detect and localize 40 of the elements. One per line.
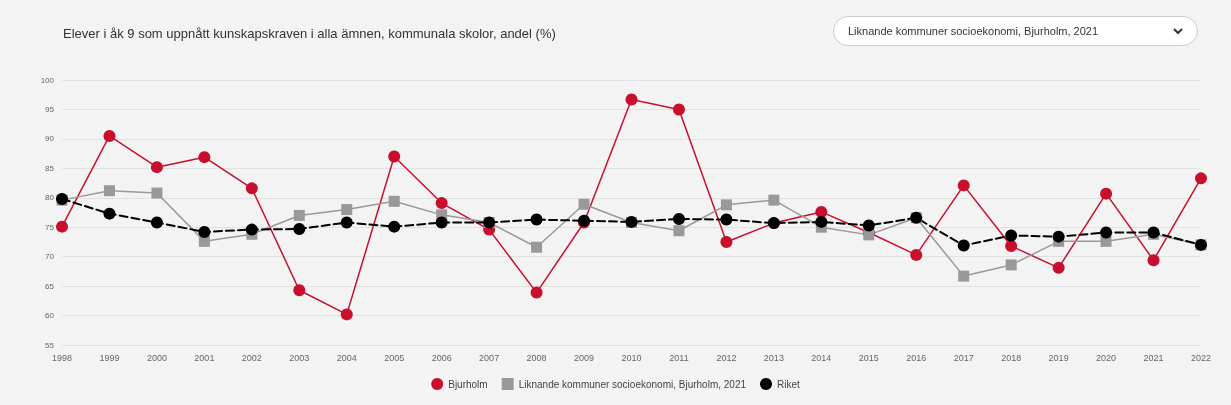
x-tick-label: 2007 — [479, 352, 500, 363]
x-tick-label: 2006 — [431, 352, 452, 363]
x-tick-label: 2011 — [669, 352, 689, 363]
legend-label: Riket — [777, 378, 801, 390]
text: Liknande kommuner socioekonomi, Bjurholm, 2021 — [848, 25, 1099, 37]
x-tick-label: 2002 — [241, 352, 262, 363]
y-tick-label: 95 — [45, 104, 55, 114]
y-tick-label: 85 — [45, 163, 55, 173]
x-tick-label: 2019 — [1048, 352, 1069, 363]
x-tick-label: 2017 — [953, 352, 974, 363]
legend-label: Bjurholm — [448, 378, 488, 390]
y-tick-label: 100 — [40, 75, 55, 85]
x-tick-label: 2016 — [906, 352, 927, 363]
y-tick-label: 55 — [45, 340, 55, 350]
y-tick-label: 70 — [45, 252, 55, 262]
x-tick-label: 2003 — [289, 352, 310, 363]
x-tick-label: 2005 — [384, 352, 405, 363]
x-tick-label: 2020 — [1096, 352, 1117, 363]
legend-label: Liknande kommuner socioekonomi, Bjurholm, 2021 — [518, 378, 747, 390]
x-tick-label: 2008 — [526, 352, 547, 363]
x-tick-label: 2013 — [763, 352, 784, 363]
x-tick-label: 2009 — [574, 352, 595, 363]
y-tick-label: 75 — [45, 222, 55, 232]
x-tick-label: 2018 — [1001, 352, 1022, 363]
x-tick-label: 2000 — [146, 352, 167, 363]
chart-title: Elever i åk 9 som uppnått kunskapskraven i alla ämnen, kommunala skolor, andel (%) — [63, 26, 556, 41]
x-tick-label: 2010 — [621, 352, 642, 363]
x-tick-label: 2015 — [858, 352, 879, 363]
x-tick-label: 2021 — [1143, 352, 1164, 363]
y-tick-label: 90 — [45, 134, 55, 144]
x-tick-label: 2012 — [716, 352, 737, 363]
x-tick-label: 1998 — [51, 352, 73, 363]
y-tick-label: 60 — [45, 311, 55, 321]
x-tick-label: 2014 — [811, 352, 832, 363]
x-tick-label: 2004 — [336, 352, 357, 363]
y-tick-label: 80 — [45, 193, 55, 203]
y-tick-label: 65 — [45, 281, 55, 291]
x-tick-label: 1999 — [99, 352, 120, 363]
x-tick-label: 2001 — [194, 352, 215, 363]
x-tick-label: 2022 — [1190, 352, 1212, 363]
